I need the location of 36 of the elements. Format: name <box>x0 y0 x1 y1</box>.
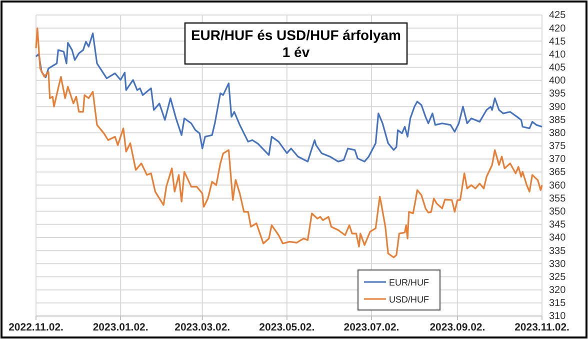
y-tick-label: 310 <box>549 311 566 322</box>
text: EUR/HUF és USD/HUF árfolyam <box>190 27 402 43</box>
y-tick-label: 385 <box>549 114 566 126</box>
y-tick-label: 320 <box>549 285 566 296</box>
y-tick-label: 405 <box>549 62 566 74</box>
y-tick-label: 325 <box>549 272 566 283</box>
y-tick-label: 370 <box>549 154 566 166</box>
y-tick-label: 390 <box>549 102 566 113</box>
y-tick-label: 415 <box>549 36 566 48</box>
legend-label: EUR/HUF <box>389 278 430 288</box>
line-series <box>35 28 543 258</box>
y-tick-label: 350 <box>549 206 566 218</box>
x-tick-label: 2023.11.02. <box>514 321 570 334</box>
y-tick-label: 380 <box>549 128 566 139</box>
y-tick-label: 335 <box>549 246 566 257</box>
y-tick-label: 330 <box>549 258 566 270</box>
y-tick-label: 420 <box>549 23 566 34</box>
y-tick-label: 410 <box>549 49 566 60</box>
y-tick-label: 395 <box>549 88 566 100</box>
y-tick-label: 340 <box>549 232 566 244</box>
y-tick-label: 355 <box>549 193 566 204</box>
y-tick-label: 360 <box>549 180 566 192</box>
y-tick-label: 425 <box>549 10 566 22</box>
x-tick-label: 2023.03.02. <box>174 321 230 334</box>
y-tick-label: 365 <box>549 167 566 178</box>
x-tick-label: 2023.09.02. <box>430 321 486 334</box>
x-tick-label: 2022.11.02. <box>8 321 64 334</box>
x-tick-label: 2023.01.02. <box>92 321 148 334</box>
legend-label: USD/HUF <box>389 294 430 304</box>
y-tick-label: 345 <box>549 220 566 231</box>
y-tick-label: 400 <box>549 76 566 87</box>
x-tick-label: 2023.07.02. <box>344 321 400 334</box>
x-tick-label: 2023.05.02. <box>259 321 315 334</box>
text: 1 év <box>282 44 310 60</box>
y-tick-label: 375 <box>549 141 566 152</box>
y-tick-label: 315 <box>549 298 566 310</box>
